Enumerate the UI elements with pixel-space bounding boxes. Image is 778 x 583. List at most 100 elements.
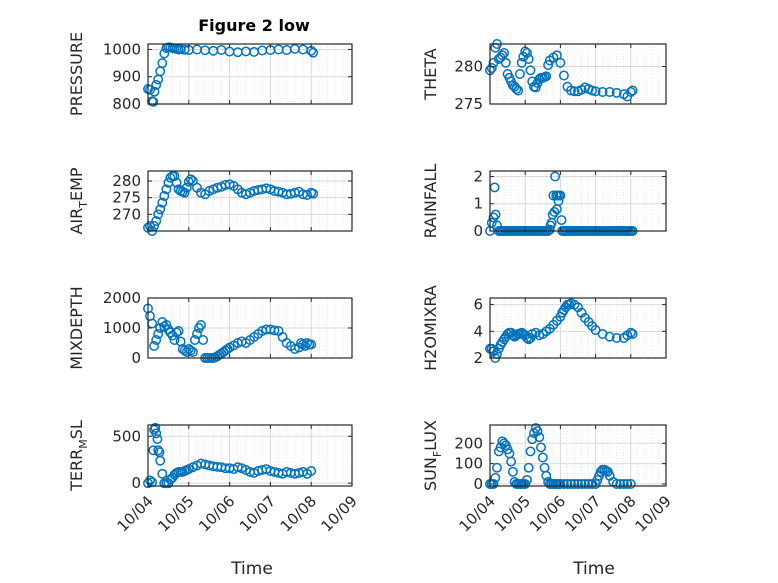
data-point xyxy=(306,466,317,476)
y-tick-label: 1000 xyxy=(103,319,141,337)
data-point xyxy=(490,472,501,483)
y-axis-label: SUNFLUX xyxy=(421,420,444,491)
y-tick-label: 1 xyxy=(473,195,483,213)
data-point xyxy=(573,479,583,489)
data-point xyxy=(492,462,502,473)
data-point xyxy=(500,57,511,68)
data-point xyxy=(541,470,552,481)
data-point xyxy=(306,339,317,350)
data-point xyxy=(161,320,172,330)
axes-box xyxy=(489,297,667,359)
series-markers xyxy=(485,39,638,102)
y-tick-label: 4 xyxy=(473,322,483,340)
data-point xyxy=(541,71,552,82)
data-point xyxy=(522,48,532,58)
data-point xyxy=(192,329,202,339)
data-point xyxy=(530,82,541,93)
data-point xyxy=(151,216,162,226)
series-markers xyxy=(143,422,317,489)
data-point xyxy=(490,209,501,220)
data-point xyxy=(149,341,160,351)
data-point xyxy=(488,479,499,489)
data-point xyxy=(185,174,196,185)
y-tick-label: 280 xyxy=(112,172,141,190)
data-point xyxy=(536,442,546,453)
data-point xyxy=(308,188,319,199)
data-point xyxy=(525,65,536,76)
y-tick-label: 0 xyxy=(131,349,141,367)
y-tick-label: 270 xyxy=(112,205,141,223)
data-point xyxy=(183,176,194,187)
y-tick-label: 2 xyxy=(473,167,483,185)
subplot-4: 0 1 2 RAINFALL xyxy=(421,164,667,240)
data-point xyxy=(159,191,170,201)
x-tick-label: 10/04 xyxy=(114,492,157,535)
y-axis-label: H2OMIXRA xyxy=(421,285,440,371)
y-axis-label: MIXDEPTH xyxy=(67,286,86,369)
data-point xyxy=(627,85,638,96)
data-point xyxy=(179,44,190,55)
data-point xyxy=(611,333,622,343)
data-point xyxy=(507,330,518,341)
y-tick-label: 2000 xyxy=(103,289,141,307)
data-point xyxy=(583,479,594,489)
data-point xyxy=(179,187,190,198)
x-tick-label: 10/08 xyxy=(277,492,320,535)
data-point xyxy=(580,479,590,489)
data-point xyxy=(507,466,518,477)
y-tick-label: 6 xyxy=(473,296,483,314)
data-point xyxy=(506,456,517,467)
x-tick-label: 10/06 xyxy=(195,492,238,535)
series-markers xyxy=(143,303,317,363)
data-point xyxy=(157,58,168,69)
data-point xyxy=(543,60,554,70)
y-tick-label: 0 xyxy=(131,474,141,492)
y-axis-label: PRESSURE xyxy=(67,32,86,116)
data-point xyxy=(555,190,566,201)
data-point xyxy=(171,177,182,188)
data-point xyxy=(523,54,534,64)
data-point xyxy=(196,320,206,330)
data-point xyxy=(145,221,155,231)
data-point xyxy=(555,57,566,68)
data-point xyxy=(514,69,525,79)
subplot-2: 275 280 THETA xyxy=(421,39,667,113)
x-tick-label: 10/07 xyxy=(561,492,604,535)
data-point xyxy=(157,468,168,479)
data-point xyxy=(152,434,163,445)
y-axis-label: TERRMSL xyxy=(67,420,90,492)
data-point xyxy=(525,446,536,457)
data-point xyxy=(187,347,198,357)
data-point xyxy=(151,335,162,345)
data-point xyxy=(627,329,638,339)
data-point xyxy=(181,182,192,193)
data-point xyxy=(590,86,601,97)
data-point xyxy=(558,479,569,489)
data-point xyxy=(486,217,497,228)
y-tick-label: 800 xyxy=(112,95,141,113)
data-point xyxy=(618,479,629,489)
data-point xyxy=(155,455,166,466)
axes-box xyxy=(489,170,667,232)
data-point xyxy=(532,426,543,437)
data-point xyxy=(173,326,184,336)
x-tick-label: 10/05 xyxy=(154,492,197,535)
subplot-6: 2 4 6 H2OMIXRA xyxy=(421,285,667,371)
data-point xyxy=(564,299,575,310)
x-tick-label: 10/06 xyxy=(526,492,569,535)
subplot-5: 0 1000 2000 MIXDEPTH xyxy=(67,286,353,370)
x-tick-label: 10/09 xyxy=(632,492,675,535)
data-point xyxy=(622,479,633,489)
data-point xyxy=(615,479,626,489)
figure-title: Figure 2 low xyxy=(198,16,310,35)
data-point xyxy=(625,327,636,338)
y-axis-label: RAINFALL xyxy=(421,164,440,239)
axes-box xyxy=(147,170,353,232)
data-point xyxy=(269,325,280,336)
axes-box xyxy=(147,424,353,487)
y-tick-label: 100 xyxy=(454,455,483,473)
data-point xyxy=(150,422,161,433)
data-point xyxy=(171,327,182,338)
